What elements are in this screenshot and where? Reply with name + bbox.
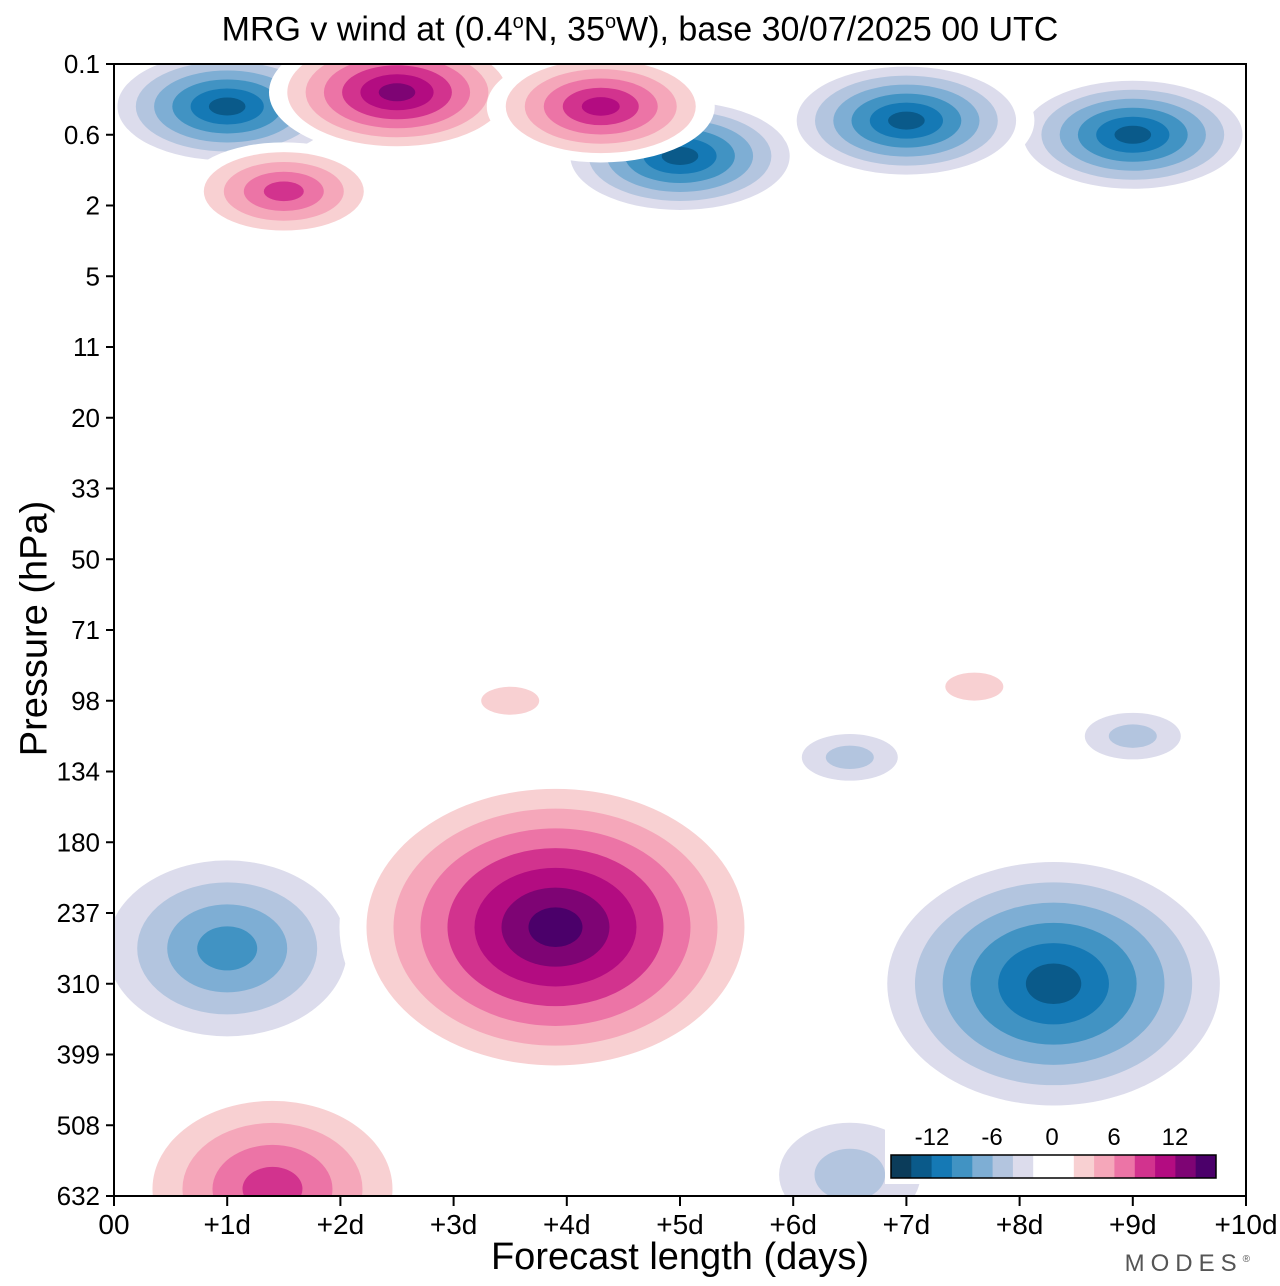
contour-neg-9-7	[661, 146, 699, 165]
colorbar-swatch	[1033, 1155, 1054, 1178]
y-tick-label: 237	[57, 898, 100, 928]
x-tick-label: +6d	[769, 1209, 817, 1240]
chart-title: MRG v wind at (0.4oN, 35oW), base 30/07/…	[221, 10, 1059, 49]
y-tick-label: 71	[71, 615, 100, 645]
x-tick-label: 00	[98, 1209, 129, 1240]
colorbar-swatch	[992, 1155, 1014, 1178]
modes-logo: MODES®	[1124, 1250, 1250, 1277]
contour-pos-7-2	[945, 672, 1004, 701]
x-tick-label: +2d	[317, 1209, 365, 1240]
colorbar-swatch	[1195, 1155, 1217, 1178]
colorbar-swatch	[1053, 1155, 1075, 1178]
colorbar-frame	[890, 1154, 1217, 1179]
contour-neg-11-7	[208, 97, 246, 116]
y-tick-label: 2	[86, 191, 100, 221]
x-tick-label: +8d	[996, 1209, 1044, 1240]
colorbar-swatch	[931, 1155, 953, 1178]
y-tick-label: 98	[71, 686, 100, 716]
y-tick-label: 508	[57, 1110, 100, 1140]
x-tick-label: +10d	[1214, 1209, 1277, 1240]
contour-pos-15-5	[263, 181, 304, 202]
colorbar-swatch	[951, 1155, 973, 1178]
colorbar-tick-label: 0	[1045, 1124, 1058, 1151]
y-tick-label: 0.6	[64, 120, 100, 150]
y-tick-label: 33	[71, 474, 100, 504]
colorbar-tick-label: 12	[1162, 1124, 1189, 1151]
y-tick-label: 20	[71, 403, 100, 433]
x-axis-label: Forecast length (days)	[490, 1236, 870, 1278]
colorbar-swatch	[911, 1155, 933, 1178]
x-tick-label: +1d	[203, 1209, 251, 1240]
contour-neg-3-3	[814, 1148, 886, 1196]
x-tick-label: +3d	[430, 1209, 478, 1240]
contour-neg-5-3	[825, 745, 874, 770]
y-tick-label: 0.1	[64, 49, 100, 79]
colorbar-swatch	[1155, 1155, 1176, 1178]
y-tick-label: 5	[86, 261, 100, 291]
contour-neg-12-7	[888, 111, 925, 130]
contour-neg-0-5	[197, 926, 258, 971]
colorbar-swatch	[1012, 1155, 1034, 1178]
colorbar-swatch	[1114, 1155, 1136, 1178]
y-tick-label: 180	[57, 827, 100, 857]
y-tick-label: 399	[57, 1040, 100, 1070]
y-axis-label: Pressure (hPa)	[13, 500, 56, 757]
contour-field	[114, 64, 1246, 1196]
x-tick-label: +9d	[1109, 1209, 1157, 1240]
colorbar-swatch	[972, 1155, 994, 1178]
colorbar-tick-label: 6	[1107, 1124, 1120, 1151]
colorbar-swatch	[1134, 1155, 1156, 1178]
y-tick-label: 50	[71, 544, 100, 574]
x-tick-label: +7d	[883, 1209, 931, 1240]
x-tick-label: +5d	[656, 1209, 704, 1240]
y-tick-label: 134	[57, 757, 100, 787]
contour-pos-13-7	[378, 83, 416, 102]
contour-neg-2-7	[1025, 963, 1082, 1005]
contour-pos-6-2	[481, 686, 540, 715]
y-tick-label: 11	[73, 332, 100, 362]
colorbar-swatch	[1094, 1155, 1115, 1178]
contour-neg-8-3	[1108, 724, 1157, 748]
colorbar-swatch	[891, 1155, 912, 1178]
colorbar-tick-label: -6	[981, 1124, 1002, 1151]
y-tick-label: 632	[57, 1181, 100, 1211]
contour-pos-1-8	[528, 907, 583, 947]
contour-pos-14-6	[581, 97, 620, 116]
contour-neg-10-7	[1114, 125, 1152, 144]
colorbar-swatch	[1073, 1155, 1095, 1178]
colorbar-tick-label: -12	[915, 1124, 950, 1151]
contour-pos-4-5	[242, 1166, 303, 1196]
y-tick-label: 310	[57, 969, 100, 999]
x-tick-label: +4d	[543, 1209, 591, 1240]
colorbar-swatch	[1175, 1155, 1197, 1178]
